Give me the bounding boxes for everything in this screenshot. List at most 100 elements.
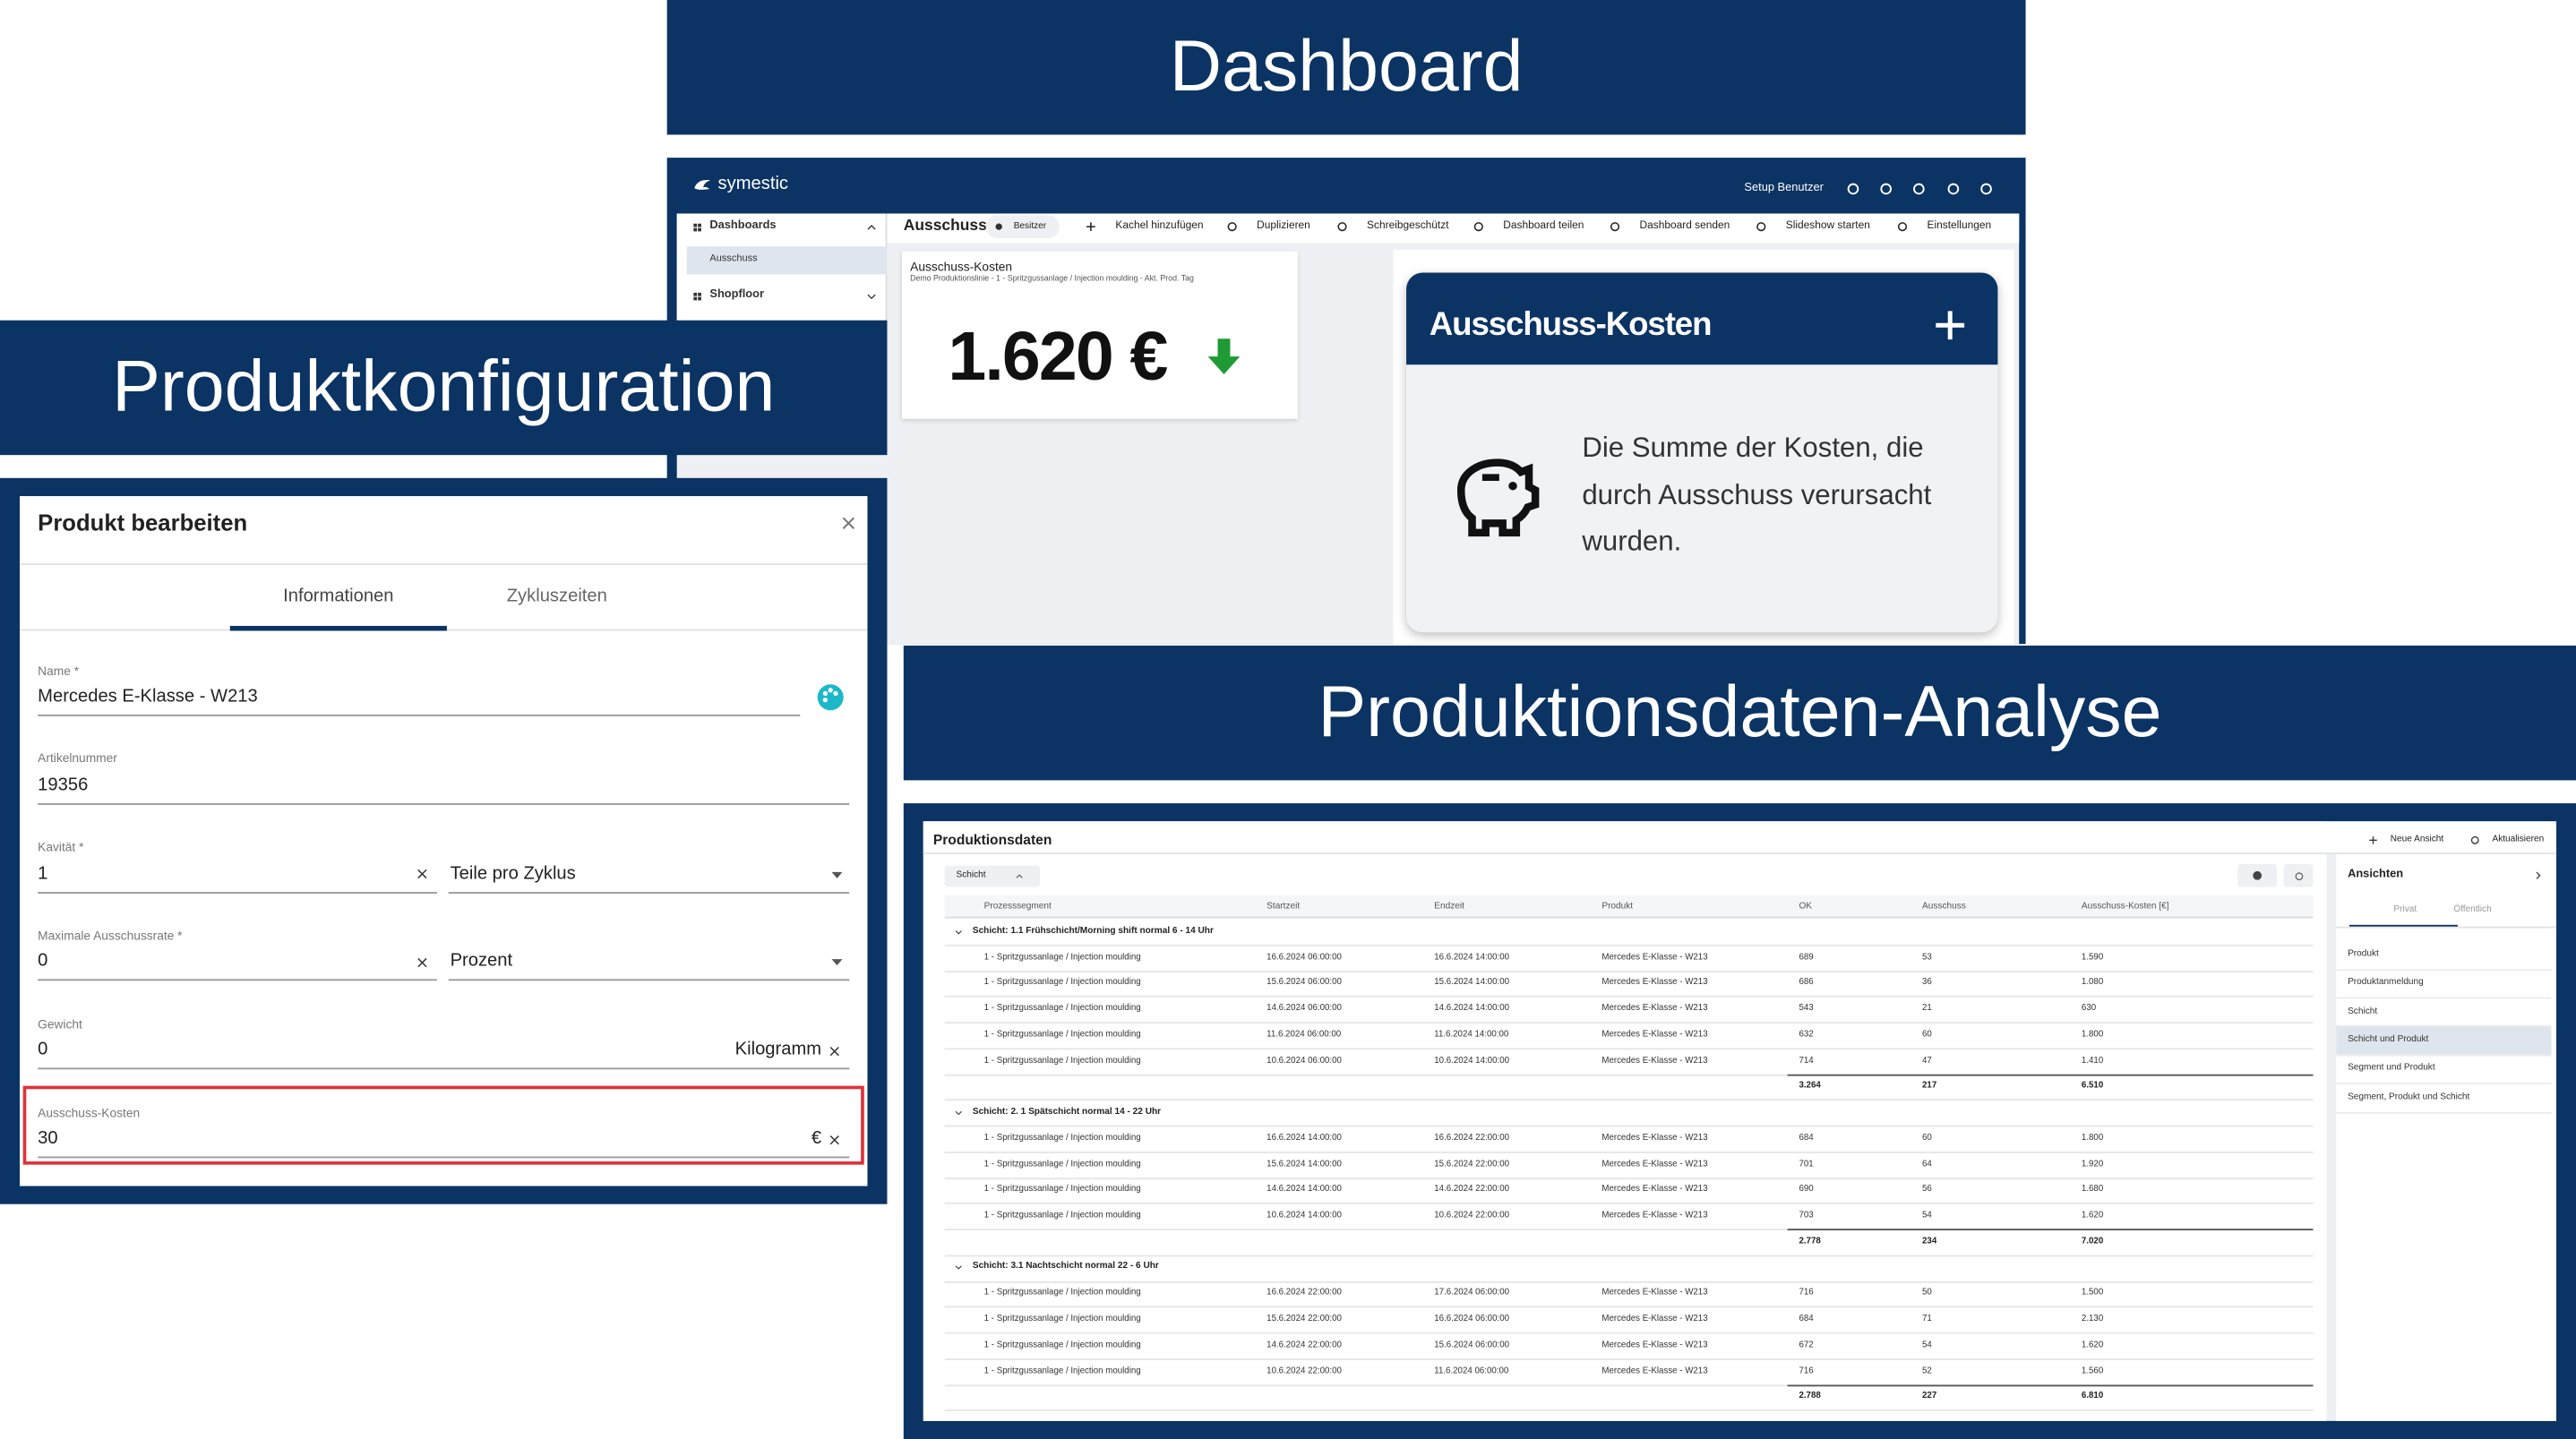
column-header[interactable]: Endzeit — [1434, 901, 1464, 912]
ring-icon[interactable] — [1225, 220, 1239, 234]
table-cell: 1 - Spritzgussanlage / Injection mouldin… — [983, 1366, 1141, 1376]
tab[interactable]: Zykluszeiten — [506, 587, 607, 607]
ring-icon[interactable] — [1755, 220, 1768, 234]
toolbar-button[interactable]: Dashboard senden — [1639, 219, 1730, 232]
table-panel — [923, 821, 2327, 1421]
view-item[interactable]: Segment und Produkt — [2348, 1063, 2435, 1074]
ring-icon[interactable] — [1845, 181, 1861, 197]
plus-icon[interactable] — [1928, 304, 1971, 347]
toolbar-button[interactable]: Schreibgeschützt — [1367, 219, 1449, 232]
close-icon[interactable] — [414, 866, 430, 882]
ring-icon[interactable] — [1945, 181, 1962, 197]
column-header[interactable]: Ausschuss — [1922, 901, 1966, 912]
close-icon[interactable] — [414, 955, 430, 971]
table-cell: 1 - Spritzgussanlage / Injection mouldin… — [983, 1340, 1141, 1350]
icon-part — [417, 957, 427, 967]
table-cell: 689 — [1799, 952, 1814, 963]
column-header[interactable]: Startzeit — [1267, 901, 1301, 912]
group-label: Schicht: 2. 1 Spätschicht normal 14 - 22… — [972, 1107, 1162, 1118]
column-header[interactable]: Produkt — [1601, 901, 1634, 912]
close-icon[interactable] — [837, 511, 859, 533]
ring-icon[interactable] — [2469, 834, 2480, 845]
right-icon[interactable] — [2532, 869, 2546, 882]
toolbar-button[interactable]: Einstellungen — [1927, 219, 1992, 232]
tri-icon[interactable] — [826, 952, 847, 973]
table-cell: 15.6.2024 22:00:00 — [1434, 1159, 1509, 1169]
banner-title: Produktionsdaten-Analyse — [1318, 671, 2162, 752]
ring-icon[interactable] — [1877, 181, 1893, 197]
field-value[interactable]: 0 — [38, 951, 48, 972]
total-cell: 7.020 — [2081, 1237, 2104, 1247]
up-icon[interactable] — [863, 219, 879, 235]
tab[interactable]: Informationen — [283, 587, 394, 607]
field-value[interactable]: Mercedes E-Klasse - W213 — [38, 686, 258, 707]
nav-item[interactable]: Shopfloor — [709, 288, 765, 301]
close-icon[interactable] — [827, 1042, 843, 1058]
view-item[interactable]: Produktanmeldung — [2348, 977, 2424, 988]
ring-icon[interactable] — [1472, 220, 1485, 234]
view-item[interactable]: Produkt — [2348, 948, 2379, 959]
table-cell: 1 - Spritzgussanlage / Injection mouldin… — [983, 1314, 1141, 1324]
group-chip-label[interactable]: Schicht — [956, 869, 986, 880]
toolbar-button[interactable]: Kachel hinzufügen — [1115, 219, 1204, 232]
view-item[interactable]: Schicht — [2348, 1006, 2378, 1016]
table-cell: 54 — [1922, 1211, 1932, 1221]
views-tab[interactable]: Öffentlich — [2453, 904, 2492, 915]
toolbar-button[interactable]: Dashboard teilen — [1503, 219, 1584, 232]
view-item[interactable]: Schicht und Produkt — [2348, 1034, 2429, 1045]
field-value[interactable]: 19356 — [38, 775, 89, 795]
down-icon[interactable] — [952, 926, 964, 938]
icon-part — [2253, 870, 2263, 880]
close-icon[interactable] — [827, 1131, 843, 1147]
nav-item[interactable]: Ausschuss — [709, 255, 758, 266]
up-icon[interactable] — [1013, 869, 1025, 881]
table-cell: 543 — [1799, 1003, 1814, 1015]
field-select[interactable]: Teile pro Zyklus — [450, 863, 576, 884]
field-label: Gewicht — [38, 1015, 82, 1032]
info-card-title: Ausschuss-Kosten — [1429, 307, 1713, 344]
field-label: Artikelnummer — [38, 750, 117, 767]
view-item[interactable]: Segment, Produkt und Schicht — [2348, 1092, 2470, 1102]
ring-icon[interactable] — [1911, 181, 1927, 197]
field-select[interactable]: Prozent — [450, 951, 513, 972]
icon-button[interactable] — [2283, 863, 2314, 887]
toolbar-button[interactable]: Slideshow starten — [1785, 219, 1870, 232]
field-value[interactable]: 30 — [38, 1128, 58, 1149]
action-button[interactable]: Neue Ansicht — [2390, 834, 2444, 844]
ring-icon[interactable] — [1335, 220, 1349, 234]
table-cell: 1 - Spritzgussanlage / Injection mouldin… — [983, 1029, 1141, 1040]
plus-icon[interactable] — [2366, 834, 2378, 845]
ring-icon[interactable] — [1978, 181, 1994, 197]
ring-icon[interactable] — [1896, 220, 1910, 234]
views-tab[interactable]: Privat — [2393, 904, 2417, 915]
icon-part — [995, 223, 1002, 230]
owner-chip-label: Besitzer — [1013, 221, 1047, 232]
field-label: Maximale Ausschussrate * — [38, 928, 183, 943]
column-header[interactable]: Prozesssegment — [983, 901, 1052, 912]
ring-icon[interactable] — [1609, 220, 1622, 234]
action-button[interactable]: Aktualisieren — [2492, 834, 2545, 844]
tri-icon[interactable] — [826, 863, 847, 885]
table-header — [944, 895, 2314, 919]
icon-part — [829, 1046, 839, 1056]
table-cell: Mercedes E-Klasse - W213 — [1601, 1029, 1708, 1040]
table-cell: 686 — [1799, 978, 1814, 989]
down-icon[interactable] — [863, 288, 879, 304]
column-header[interactable]: OK — [1799, 901, 1813, 912]
palette-icon[interactable] — [814, 681, 846, 713]
table-cell: 50 — [1922, 1288, 1932, 1298]
toolbar-button[interactable]: Duplizieren — [1257, 219, 1310, 232]
plus-icon[interactable] — [1085, 220, 1098, 234]
table-cell: 10.6.2024 14:00:00 — [1434, 1055, 1509, 1066]
page-title: Ausschuss — [903, 217, 987, 236]
table-cell: 1.410 — [2081, 1055, 2104, 1066]
nav-item[interactable]: Dashboards — [709, 219, 777, 232]
down-icon[interactable] — [952, 1262, 964, 1273]
table-cell: 14.6.2024 22:00:00 — [1434, 1185, 1509, 1195]
table-cell: 1.800 — [2081, 1133, 2104, 1143]
icon-part — [821, 698, 828, 703]
field-value[interactable]: 1 — [38, 863, 48, 884]
column-header[interactable]: Ausschuss-Kosten [€] — [2081, 901, 2169, 912]
down-icon[interactable] — [952, 1107, 964, 1118]
field-value[interactable]: 0 — [38, 1040, 48, 1060]
